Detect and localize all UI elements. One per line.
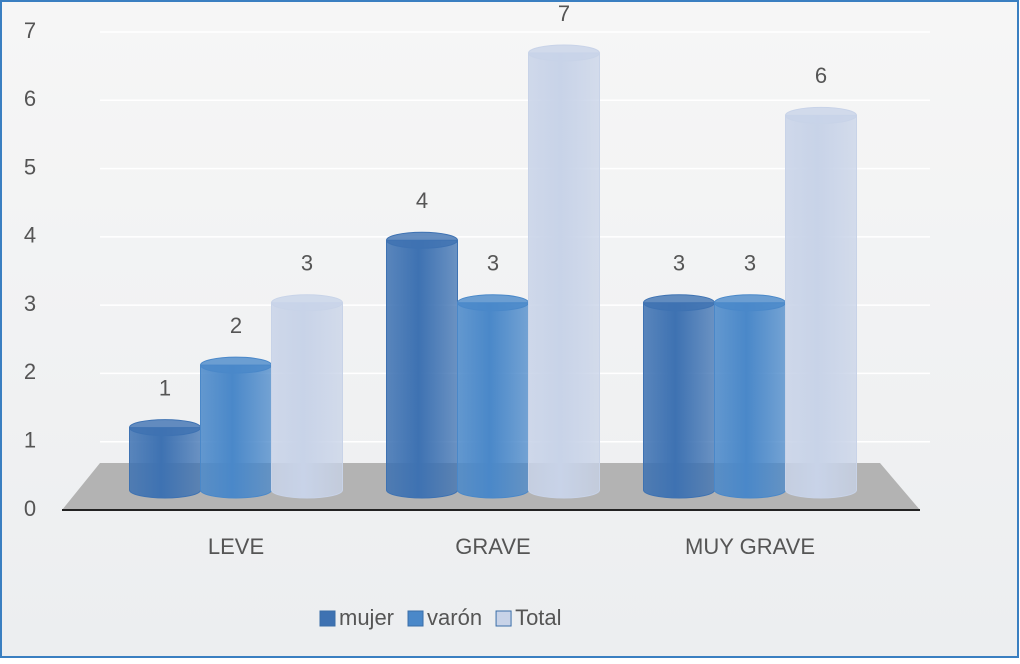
x-tick-label: MUY GRAVE <box>685 534 815 559</box>
cylinder-top <box>643 294 715 312</box>
cylinder-top <box>200 356 272 374</box>
cylinder <box>528 52 600 499</box>
value-label: 3 <box>744 251 756 276</box>
cylinder-top <box>714 294 786 312</box>
x-tick-label: LEVE <box>208 534 264 559</box>
y-tick-label: 1 <box>24 428 36 453</box>
y-tick-label: 2 <box>24 359 36 384</box>
cylinder-top <box>528 44 600 62</box>
cylinder <box>129 427 201 499</box>
legend-swatch <box>495 610 512 627</box>
value-label: 2 <box>230 313 242 338</box>
value-label: 3 <box>487 251 499 276</box>
legend-swatch <box>319 610 336 627</box>
legend-label: mujer <box>339 605 394 630</box>
legend-swatch <box>407 610 424 627</box>
cylinder <box>271 302 343 499</box>
y-tick-label: 6 <box>24 86 36 111</box>
x-tick-label: GRAVE <box>455 534 530 559</box>
value-label: 3 <box>673 251 685 276</box>
cylinder-top <box>457 294 529 312</box>
y-tick-label: 0 <box>24 496 36 521</box>
cylinder <box>714 302 786 499</box>
cylinder <box>643 302 715 499</box>
y-tick-label: 5 <box>24 154 36 179</box>
value-label: 6 <box>815 63 827 88</box>
legend-label: varón <box>427 605 482 630</box>
cylinder <box>785 114 857 499</box>
y-tick-label: 4 <box>24 223 36 248</box>
cylinder <box>457 302 529 499</box>
value-label: 1 <box>159 375 171 400</box>
cylinder <box>386 239 458 499</box>
legend-label: Total <box>515 605 561 630</box>
value-label: 7 <box>558 1 570 26</box>
cylinder-top <box>386 231 458 249</box>
y-tick-label: 7 <box>24 18 36 43</box>
cylinder-top <box>785 106 857 124</box>
value-label: 3 <box>301 251 313 276</box>
cylinder-top <box>129 419 201 437</box>
y-tick-label: 3 <box>24 291 36 316</box>
value-label: 4 <box>416 188 428 213</box>
cylinder-top <box>271 294 343 312</box>
cylinder <box>200 364 272 499</box>
